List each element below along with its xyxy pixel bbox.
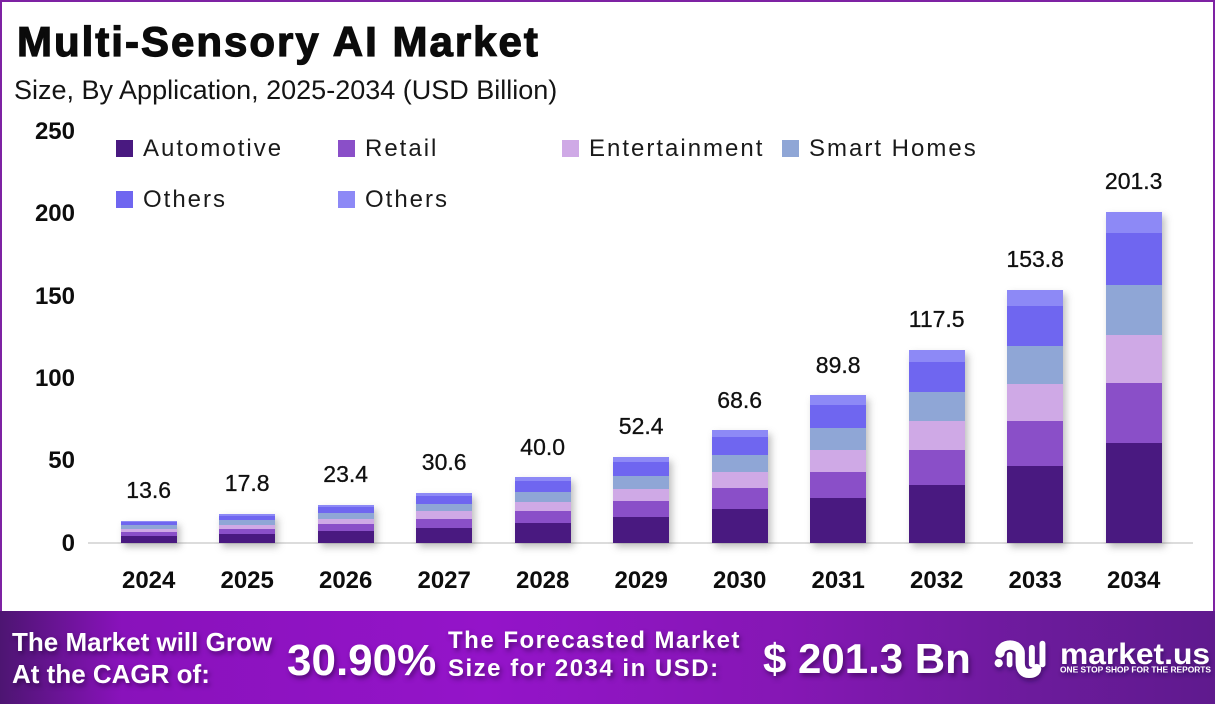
svg-text:market.us: market.us <box>1060 638 1210 671</box>
svg-text:ONE STOP SHOP FOR THE REPORTS: ONE STOP SHOP FOR THE REPORTS <box>1060 666 1212 675</box>
